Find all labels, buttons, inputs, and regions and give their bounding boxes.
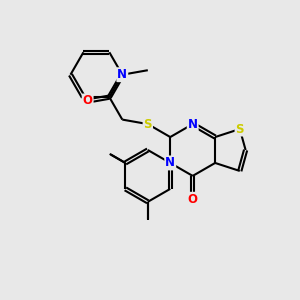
Text: S: S [236, 122, 244, 136]
Text: O: O [83, 94, 93, 107]
Text: N: N [188, 118, 198, 130]
Text: S: S [144, 118, 152, 130]
Text: N: N [165, 157, 175, 169]
Text: N: N [117, 68, 127, 81]
Text: O: O [188, 193, 198, 206]
